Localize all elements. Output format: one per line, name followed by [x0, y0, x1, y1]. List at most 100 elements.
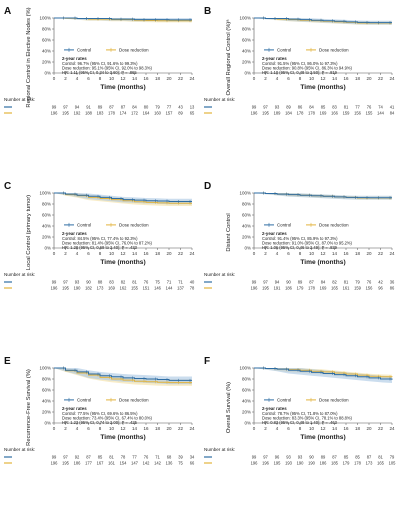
y-tick-label: 80% [42, 27, 51, 32]
rates-line: HR: 1.06 (95% CI, 0.46 to 2.49); P = .83… [262, 245, 338, 250]
x-axis-label: Time (months) [300, 434, 345, 441]
risk-control-value: 93 [286, 455, 291, 460]
risk-control-value: 78 [121, 455, 126, 460]
risk-control-value: 81 [344, 105, 349, 110]
risk-dose-value: 166 [331, 111, 339, 116]
risk-dose-value: 188 [85, 111, 93, 116]
legend-control-label: Control [277, 397, 291, 402]
risk-control-value: 90 [286, 280, 291, 285]
km-line-control [54, 17, 192, 21]
risk-dose-value: 185 [331, 461, 339, 466]
number-at-risk-label: Number at risk: [4, 97, 35, 102]
legend-control-label: Control [77, 222, 91, 227]
x-tick-label: 16 [143, 76, 149, 81]
risk-control-value: 87 [109, 105, 114, 110]
panel-letter: B [204, 6, 211, 17]
risk-control-value: 79 [155, 105, 160, 110]
x-tick-label: 22 [178, 251, 184, 256]
x-tick-label: 6 [87, 426, 90, 431]
risk-dose-value: 179 [343, 461, 351, 466]
y-tick-label: 40% [42, 49, 51, 54]
risk-control-value: 99 [252, 455, 257, 460]
risk-dose-value: 66 [190, 461, 195, 466]
x-tick-label: 22 [378, 251, 384, 256]
risk-dose-value: 173 [366, 461, 374, 466]
x-tick-label: 10 [109, 251, 115, 256]
number-at-risk-label: Number at risk: [204, 272, 235, 277]
risk-control-value: 87 [86, 455, 91, 460]
x-tick-label: 14 [132, 76, 138, 81]
legend-dose-reduction-label: Dose reduction [119, 222, 149, 227]
x-tick-label: 14 [132, 426, 138, 431]
x-tick-label: 16 [343, 426, 349, 431]
y-axis-label: Regional Control in Elective Nodes (%) [26, 7, 32, 107]
risk-dose-value: 196 [51, 111, 59, 116]
risk-control-value: 86 [298, 105, 303, 110]
risk-dose-value: 161 [108, 461, 116, 466]
risk-control-value: 92 [75, 455, 80, 460]
risk-dose-value: 169 [320, 111, 328, 116]
rates-line: HR: 1.23 (95% CI, 0.74 to 2.00); P = .42… [62, 420, 138, 425]
risk-dose-value: 195 [62, 111, 70, 116]
risk-dose-value: 105 [389, 461, 397, 466]
y-tick-label: 100% [39, 366, 51, 371]
risk-control-value: 36 [390, 280, 395, 285]
risk-control-value: 85 [344, 455, 349, 460]
y-tick-label: 80% [42, 377, 51, 382]
risk-control-value: 77 [132, 455, 137, 460]
x-tick-label: 4 [276, 426, 279, 431]
ci-band-control [254, 368, 392, 384]
rates-title: 2-year rates [62, 406, 87, 411]
y-tick-label: 20% [42, 235, 51, 240]
risk-control-value: 77 [167, 105, 172, 110]
y-tick-label: 40% [242, 399, 251, 404]
x-tick-label: 0 [53, 426, 56, 431]
risk-dose-value: 174 [120, 111, 128, 116]
number-at-risk-label: Number at risk: [204, 447, 235, 452]
risk-control-value: 97 [263, 280, 268, 285]
risk-dose-value: 178 [308, 111, 316, 116]
panel-f: F Overall Survival (%) 0% 20% 40% 60% 80% 100% 0… [204, 356, 396, 466]
x-tick-label: 24 [389, 426, 395, 431]
rates-title: 2-year rates [62, 56, 87, 61]
km-line-control [54, 192, 192, 203]
risk-control-value: 87 [121, 105, 126, 110]
x-tick-label: 4 [76, 426, 79, 431]
x-tick-label: 20 [366, 426, 372, 431]
risk-dose-value: 161 [343, 286, 351, 291]
risk-control-value: 84 [321, 280, 326, 285]
risk-dose-value: 186 [285, 286, 293, 291]
x-tick-label: 20 [366, 251, 372, 256]
risk-dose-value: 142 [143, 461, 151, 466]
y-axis-label: Distant Control [226, 213, 232, 251]
x-tick-label: 8 [99, 426, 102, 431]
y-tick-label: 100% [39, 16, 51, 21]
x-tick-label: 4 [76, 76, 79, 81]
x-tick-label: 2 [64, 426, 67, 431]
legend-control-label: Control [77, 47, 91, 52]
x-tick-label: 24 [389, 251, 395, 256]
x-tick-label: 0 [53, 251, 56, 256]
risk-control-value: 80 [144, 105, 149, 110]
y-tick-label: 0% [44, 71, 51, 76]
risk-control-value: 76 [144, 280, 149, 285]
y-tick-label: 80% [242, 202, 251, 207]
risk-control-value: 71 [178, 280, 183, 285]
risk-dose-value: 193 [285, 461, 293, 466]
x-tick-label: 10 [109, 426, 115, 431]
x-tick-label: 22 [378, 76, 384, 81]
panel-a: A Regional Control in Elective Nodes (%) 0… [4, 6, 195, 116]
y-tick-label: 60% [242, 388, 251, 393]
rates-line: Dose reduction: 83.3% (95% CI, 78.1% to … [262, 415, 353, 420]
risk-dose-value: 196 [251, 461, 259, 466]
rates-line: HR: 1.11 (95% CI, 0.34 to 3.60); P = .86… [62, 70, 137, 75]
risk-dose-value: 178 [308, 286, 316, 291]
risk-control-value: 39 [178, 455, 183, 460]
x-tick-label: 8 [299, 426, 302, 431]
risk-control-value: 75 [155, 280, 160, 285]
y-tick-label: 80% [42, 202, 51, 207]
x-tick-label: 24 [189, 426, 195, 431]
risk-dose-value: 144 [166, 286, 174, 291]
